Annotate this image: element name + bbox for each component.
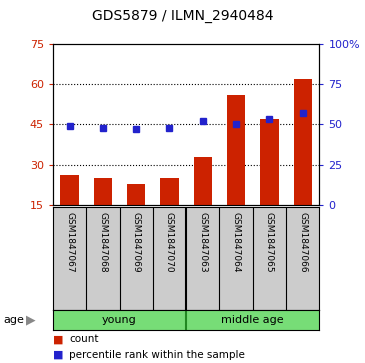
Bar [260, 119, 278, 205]
Text: GSM1847067: GSM1847067 [65, 212, 74, 273]
Text: ▶: ▶ [26, 314, 36, 327]
Bar [293, 78, 312, 205]
Text: GSM1847063: GSM1847063 [198, 212, 207, 273]
Text: GSM1847069: GSM1847069 [132, 212, 141, 273]
Text: young: young [102, 315, 137, 325]
Text: count: count [69, 334, 99, 344]
Bar [227, 95, 245, 205]
Bar [61, 175, 79, 205]
Bar [194, 157, 212, 205]
Text: ■: ■ [53, 350, 64, 360]
Text: GSM1847068: GSM1847068 [99, 212, 107, 273]
Text: middle age: middle age [222, 315, 284, 325]
Text: age: age [4, 315, 24, 325]
Text: ■: ■ [53, 334, 64, 344]
Bar [127, 184, 145, 205]
Text: GSM1847066: GSM1847066 [298, 212, 307, 273]
Bar [160, 178, 178, 205]
Text: percentile rank within the sample: percentile rank within the sample [69, 350, 245, 360]
Text: GSM1847070: GSM1847070 [165, 212, 174, 273]
Text: GSM1847064: GSM1847064 [232, 212, 241, 273]
Text: GDS5879 / ILMN_2940484: GDS5879 / ILMN_2940484 [92, 9, 273, 23]
Bar [94, 178, 112, 205]
Text: GSM1847065: GSM1847065 [265, 212, 274, 273]
